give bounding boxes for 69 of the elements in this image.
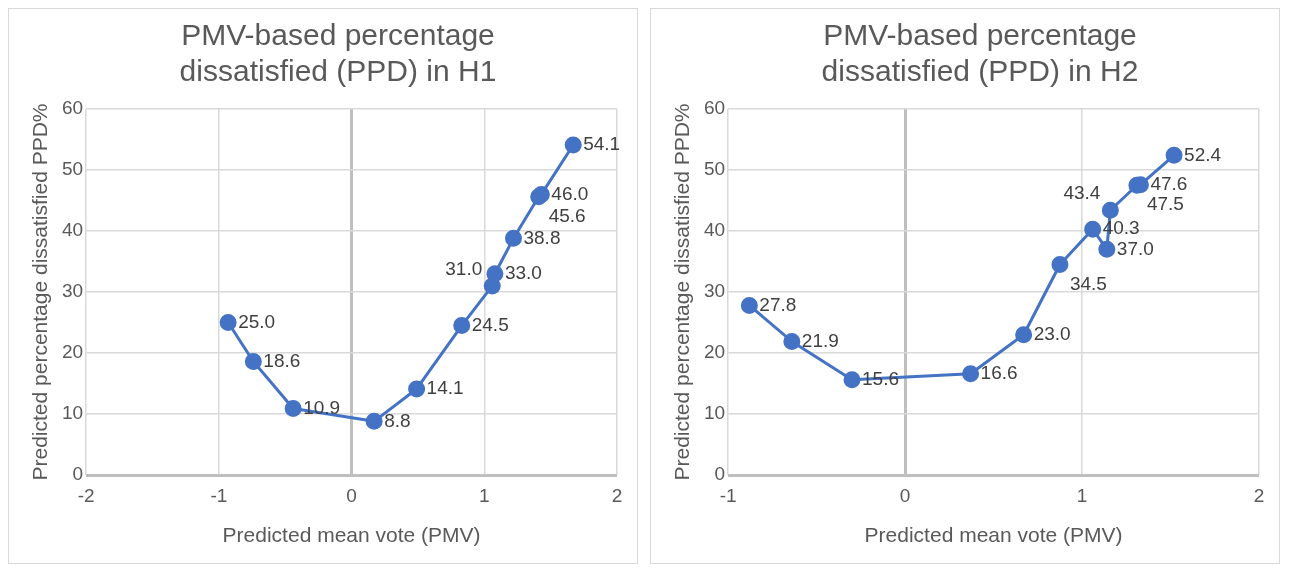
x-tick-label: 0 xyxy=(346,484,357,506)
y-tick-label: 50 xyxy=(61,158,84,180)
y-tick-label: 10 xyxy=(703,402,726,424)
point xyxy=(1098,240,1116,258)
data-label: 34.5 xyxy=(1069,272,1107,294)
data-label: 54.1 xyxy=(583,133,621,155)
point xyxy=(783,332,801,350)
data-label: 52.4 xyxy=(1184,143,1222,165)
x-tick-label: 0 xyxy=(899,484,911,506)
x-tick-label: -1 xyxy=(719,484,737,506)
y-tick-label: 20 xyxy=(703,341,726,363)
chart-title: PMV-based percentage dissatisfied (PPD) in H2 xyxy=(821,18,1139,88)
data-label: 45.6 xyxy=(548,205,586,227)
x-tick-label: 1 xyxy=(478,484,490,506)
data-label: 24.5 xyxy=(471,313,509,335)
point xyxy=(453,317,471,335)
y-axis-title: Predicted percentage dissatisfied PPD% xyxy=(27,103,51,481)
point xyxy=(962,365,980,383)
point xyxy=(365,412,383,430)
x-tick-label: -2 xyxy=(77,484,95,506)
point xyxy=(284,400,302,418)
data-label: 21.9 xyxy=(801,329,839,351)
chart-title: PMV-based percentage dissatisfied (PPD) in H1 xyxy=(179,18,497,88)
y-tick-label: 60 xyxy=(61,97,84,119)
point xyxy=(843,371,861,389)
data-label: 47.5 xyxy=(1146,193,1184,215)
point xyxy=(1051,256,1069,274)
data-label: 25.0 xyxy=(238,310,276,332)
point xyxy=(564,136,582,154)
point xyxy=(1015,326,1033,344)
y-tick-label: 10 xyxy=(61,402,84,424)
data-label: 16.6 xyxy=(980,361,1018,383)
point xyxy=(1101,201,1119,219)
data-label: 43.4 xyxy=(1063,182,1101,204)
y-tick-label: 30 xyxy=(61,280,84,302)
y-tick-label: 0 xyxy=(714,463,726,485)
point xyxy=(219,314,237,331)
y-axis-title: Predicted percentage dissatisfied PPD% xyxy=(669,103,693,481)
point xyxy=(504,229,522,247)
data-label: 47.6 xyxy=(1150,172,1188,194)
y-tick-label: 40 xyxy=(703,219,726,241)
point xyxy=(1084,220,1102,238)
y-tick-label: 50 xyxy=(703,158,726,180)
point xyxy=(740,296,758,314)
data-label: 33.0 xyxy=(504,261,542,283)
data-label: 18.6 xyxy=(263,349,301,371)
data-label: 27.8 xyxy=(759,293,797,315)
point xyxy=(244,353,262,371)
point xyxy=(1165,146,1183,164)
y-tick-label: 20 xyxy=(61,341,84,363)
data-label: 31.0 xyxy=(445,258,483,280)
data-label: 37.0 xyxy=(1116,237,1154,259)
data-label: 46.0 xyxy=(551,182,589,204)
x-axis-title: Predicted mean vote (PMV) xyxy=(222,523,481,547)
y-tick-label: 60 xyxy=(703,97,726,119)
y-tick-label: 40 xyxy=(61,219,84,241)
x-tick-label: -1 xyxy=(210,484,228,506)
x-tick-label: 2 xyxy=(1253,484,1265,506)
data-label: 8.8 xyxy=(384,409,411,431)
y-tick-label: 0 xyxy=(72,463,84,485)
point xyxy=(486,265,504,283)
x-tick-label: 1 xyxy=(1076,484,1088,506)
x-tick-label: 2 xyxy=(611,484,623,506)
point xyxy=(408,380,426,398)
data-label: 38.8 xyxy=(523,226,561,248)
y-tick-label: 30 xyxy=(703,280,726,302)
data-label: 23.0 xyxy=(1033,322,1071,344)
data-label: 14.1 xyxy=(426,377,464,399)
x-axis-title: Predicted mean vote (PMV) xyxy=(864,523,1123,547)
